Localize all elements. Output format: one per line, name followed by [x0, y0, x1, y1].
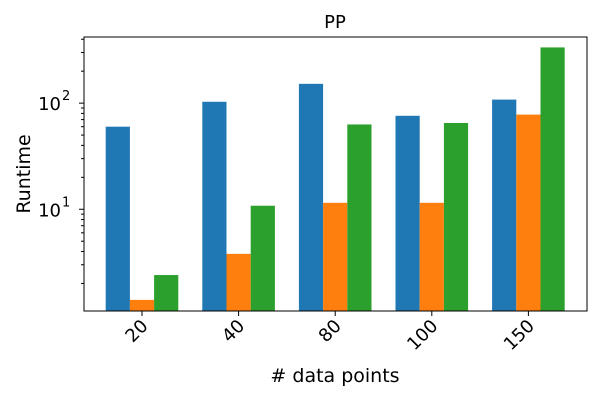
bar-series1-100 [395, 115, 420, 311]
bar-series2-80 [323, 202, 348, 311]
x-axis: 20 40 80 100 150 [121, 311, 539, 355]
bar-series3-80 [347, 124, 372, 311]
bar-series1-80 [298, 83, 324, 311]
bar-series2-150 [516, 114, 541, 311]
y-tick-exponent-10: 1 [62, 195, 70, 210]
y-tick-label-100: 10 [38, 94, 61, 115]
y-axis-label: Runtime [13, 134, 35, 213]
bar-series1-20 [105, 126, 130, 311]
bar-series2-100 [419, 202, 444, 311]
y-tick-exponent-100: 2 [62, 89, 70, 104]
bar-series3-100 [443, 123, 469, 311]
chart-title: PP [324, 12, 346, 33]
bar-series1-40 [202, 101, 227, 311]
y-tick-label-10: 10 [38, 200, 61, 221]
bars-group [105, 47, 565, 312]
x-tick-label-40: 40 [218, 316, 249, 347]
bar-series1-150 [492, 99, 517, 311]
bar-series3-150 [540, 47, 565, 312]
bar-series2-20 [129, 299, 155, 311]
x-tick-label-100: 100 [403, 316, 442, 355]
x-tick-label-20: 20 [121, 316, 152, 347]
bar-series3-20 [154, 275, 179, 311]
x-axis-label: # data points [270, 365, 399, 387]
bar-series2-40 [226, 253, 251, 311]
x-tick-label-80: 80 [315, 316, 346, 347]
x-tick-label-150: 150 [500, 316, 539, 355]
bar-series3-40 [250, 205, 275, 311]
